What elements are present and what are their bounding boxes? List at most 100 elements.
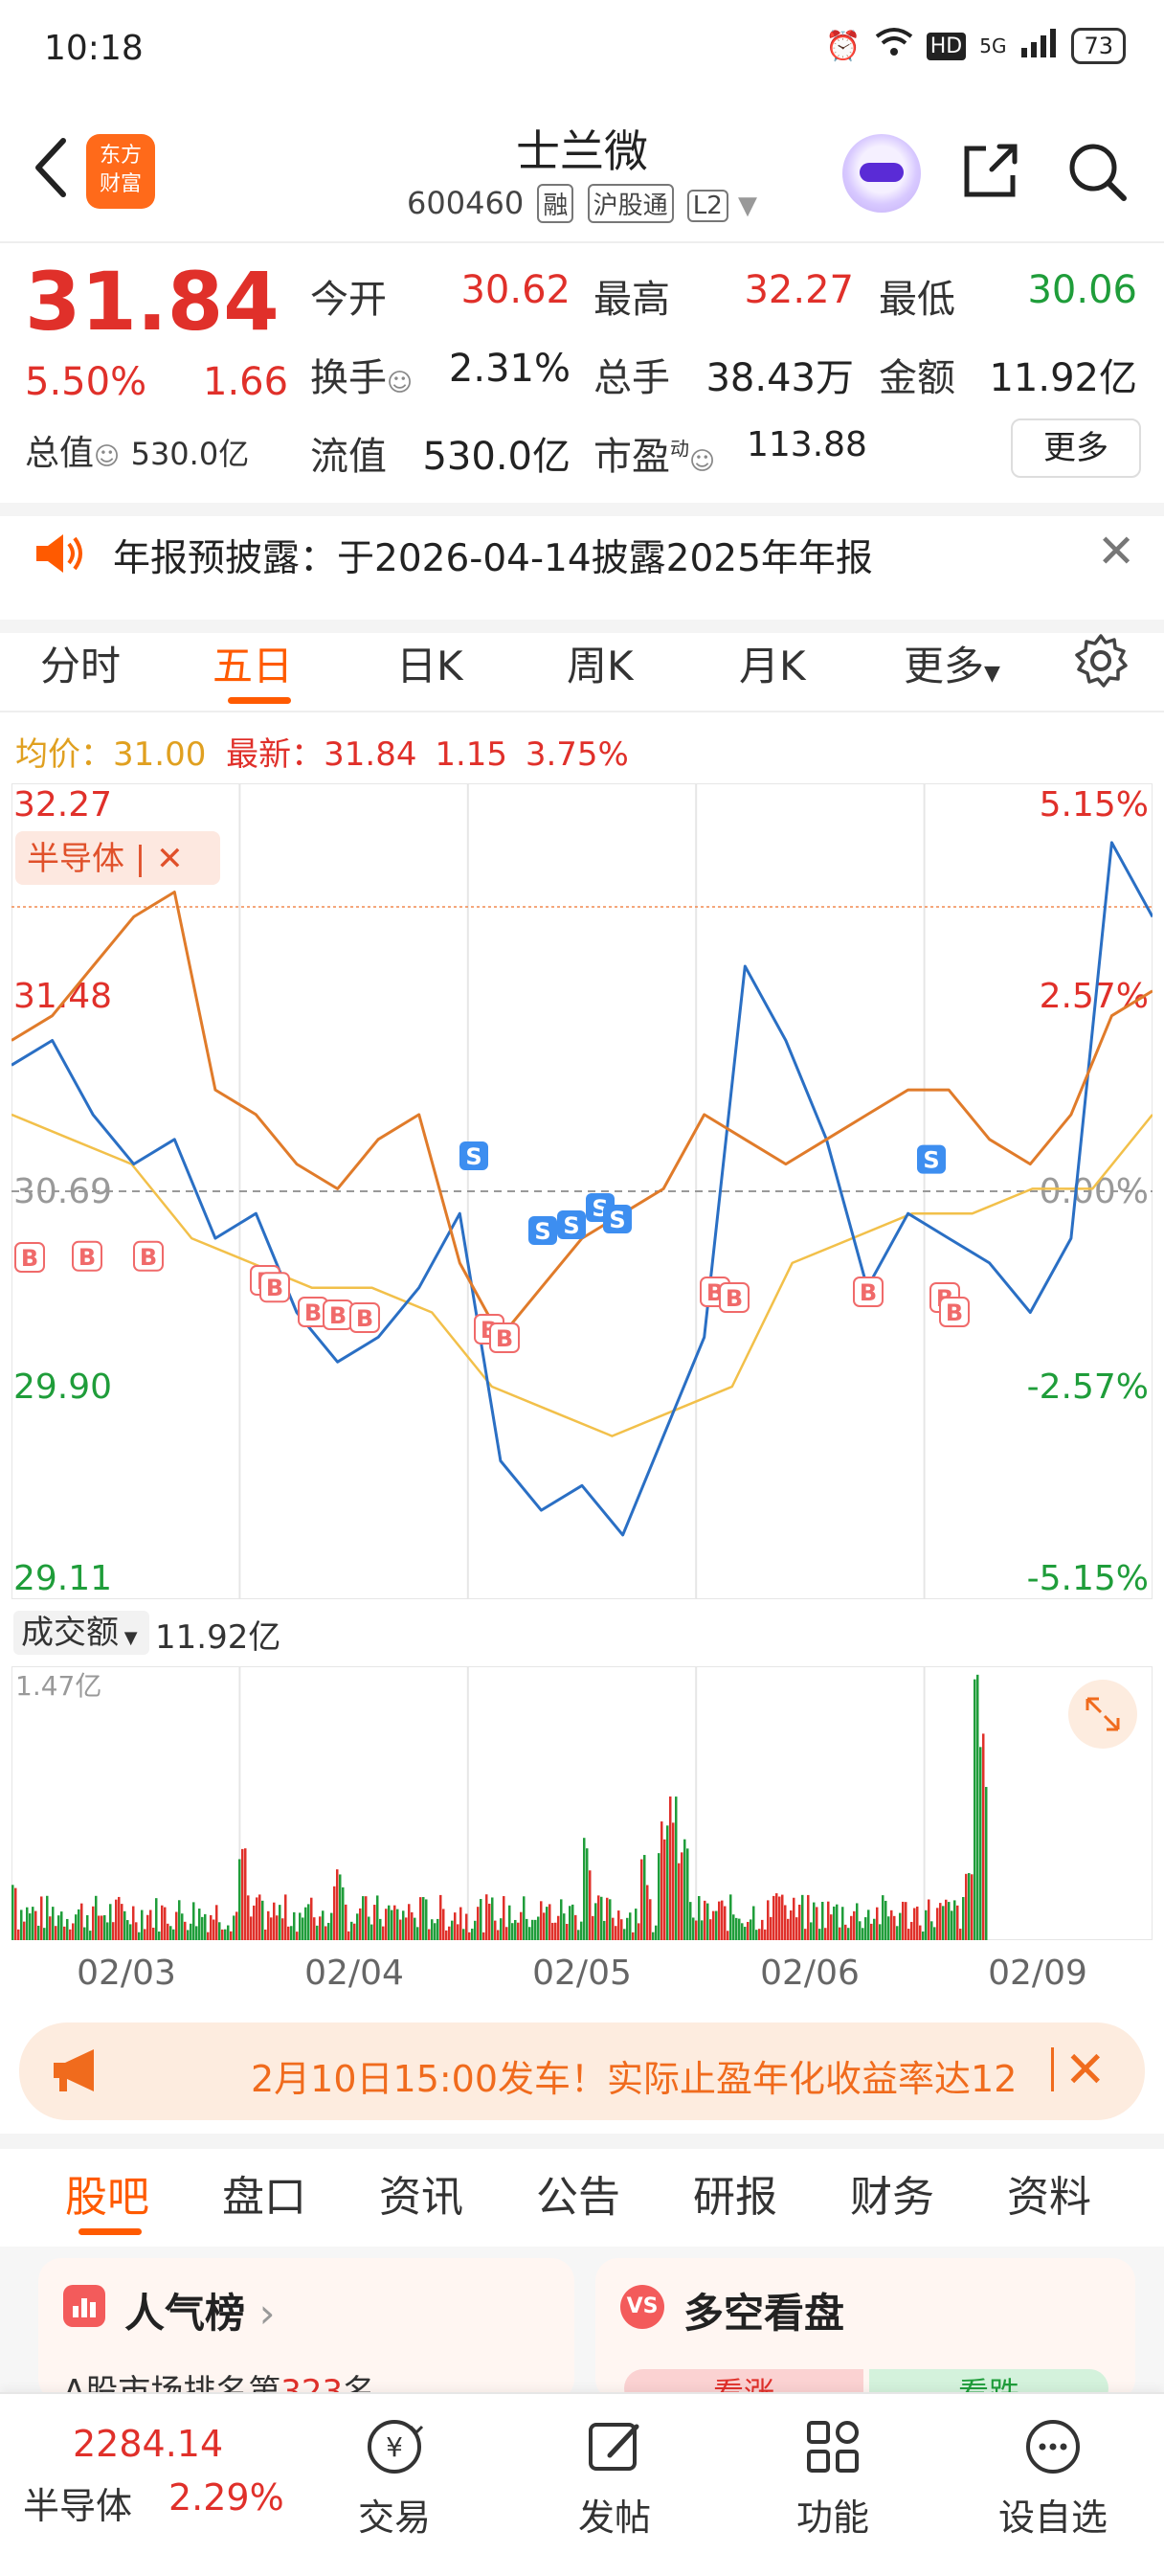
pe-label[interactable]: 市盈动☺: [593, 425, 715, 481]
tab-research[interactable]: 研报: [693, 2173, 777, 2222]
volume-bar: [302, 1917, 304, 1940]
volume-bar: [612, 1917, 615, 1940]
sell-marker: [459, 1141, 488, 1170]
volume-bar: [617, 1910, 620, 1940]
volume-bar: [603, 1920, 606, 1940]
volume-bar: [959, 1929, 962, 1940]
volume-bar: [350, 1921, 353, 1940]
share-icon[interactable]: [957, 137, 1024, 204]
turnover-label[interactable]: 换手☺: [310, 347, 413, 402]
tab-more[interactable]: 更多▼: [904, 634, 1000, 692]
volume-bar: [795, 1917, 798, 1940]
volume-bar: [580, 1921, 583, 1940]
chart-info-line: 均价：31.00 最新：31.84 1.15 3.75%: [15, 728, 629, 775]
volume-bar: [419, 1897, 422, 1940]
tab-five-day[interactable]: 五日: [213, 643, 294, 689]
ai-assistant-avatar[interactable]: [842, 134, 921, 213]
tab-profile[interactable]: 资料: [1007, 2173, 1091, 2222]
volume-bar: [293, 1911, 296, 1940]
volume-selector[interactable]: 成交额 ▼: [13, 1611, 149, 1655]
volume-bar: [373, 1905, 376, 1940]
volume-bar: [652, 1932, 655, 1940]
volume-chart[interactable]: 1.47亿: [11, 1666, 1153, 1940]
promo-banner[interactable]: [19, 2022, 1145, 2120]
search-icon[interactable]: [1063, 137, 1130, 204]
volume-bar: [215, 1905, 218, 1940]
volume-bar: [138, 1932, 141, 1940]
volume-bar: [428, 1929, 431, 1940]
popularity-card[interactable]: 人气榜 › A股市场排名第323名: [38, 2258, 574, 2411]
volume-bar: [589, 1870, 592, 1940]
date-tick: 02/06: [760, 1954, 860, 1993]
volume-bar: [132, 1906, 135, 1940]
sector-name[interactable]: 半导体: [23, 2485, 133, 2527]
volume-bar: [491, 1897, 494, 1940]
app-logo[interactable]: 东方 财富: [86, 134, 155, 209]
tab-announcements[interactable]: 公告: [536, 2173, 620, 2222]
nav-add-watchlist[interactable]: 设自选: [986, 2413, 1120, 2541]
buy-marker: [939, 1297, 970, 1327]
amount-label: 金额: [879, 356, 955, 400]
tab-financials[interactable]: 财务: [850, 2173, 934, 2222]
volume-bar: [712, 1910, 715, 1940]
tab-weekly-k[interactable]: 周K: [567, 643, 634, 689]
date-tick: 02/03: [77, 1954, 176, 1993]
tab-order-book[interactable]: 盘口: [222, 2173, 306, 2222]
close-icon[interactable]: ✕: [1064, 2042, 1107, 2099]
tab-forum[interactable]: 股吧: [65, 2173, 149, 2222]
volume-bar: [503, 1896, 505, 1940]
volume-bar: [141, 1909, 144, 1940]
low-value: 30.06: [1027, 268, 1137, 312]
volume-bar: [155, 1898, 158, 1940]
volume-bar: [276, 1915, 279, 1940]
volume-bar: [758, 1929, 761, 1940]
tab-daily-k[interactable]: 日K: [396, 643, 463, 689]
avg-label: 均价：: [15, 735, 113, 774]
volume-bar: [741, 1923, 744, 1940]
nav-post[interactable]: 发帖: [548, 2413, 682, 2541]
buy-marker-label: B: [496, 1325, 513, 1352]
vs-icon: VS: [620, 2285, 664, 2329]
buy-marker: [719, 1282, 750, 1313]
tab-news[interactable]: 资讯: [379, 2173, 463, 2222]
volume-bar: [683, 1839, 686, 1940]
nav-functions[interactable]: 功能: [766, 2413, 900, 2541]
sell-marker-label: S: [609, 1207, 625, 1233]
volume-bar: [17, 1929, 20, 1940]
volume-bar: [675, 1796, 678, 1940]
date-tick: 02/04: [304, 1954, 404, 1993]
back-button[interactable]: [23, 129, 80, 206]
volume-bar: [592, 1915, 594, 1940]
total-value[interactable]: 总值☺ 530.0亿: [25, 425, 249, 475]
float-value-label: 流值: [310, 435, 387, 479]
info-icon: ☺: [94, 442, 121, 471]
volume-bar: [379, 1918, 382, 1940]
gear-icon[interactable]: [1072, 632, 1130, 689]
volume-bar: [916, 1906, 919, 1940]
volume-bar: [666, 1825, 669, 1940]
notice-bar[interactable]: [0, 503, 1164, 633]
chevron-right-icon: ›: [258, 2290, 276, 2337]
close-icon[interactable]: ✕: [1097, 525, 1136, 578]
active-tab-indicator: [78, 2228, 142, 2235]
nav-trade[interactable]: ¥ 交易: [327, 2413, 461, 2541]
bull-bear-card[interactable]: VS 多空看盘 看涨 看跌: [595, 2258, 1135, 2407]
stock-code-row[interactable]: 600460 融 沪股通 L2 ▼: [0, 184, 1164, 223]
volume-bar: [968, 1872, 971, 1940]
volume-bar: [701, 1920, 704, 1940]
tab-monthly-k[interactable]: 月K: [739, 643, 806, 689]
five-day-price-chart[interactable]: 32.27 5.15%31.48 2.57%30.69 0.00%29.90 -2.57…: [11, 783, 1153, 1599]
volume-bar: [660, 1821, 663, 1940]
chart-tabs: [0, 615, 1164, 712]
volume-bar: [867, 1909, 870, 1940]
tab-intraday[interactable]: 分时: [40, 643, 122, 689]
buy-marker-label: B: [304, 1299, 322, 1326]
volume-bar: [411, 1911, 414, 1940]
svg-text:¥: ¥: [386, 2431, 403, 2463]
megaphone-icon: [48, 2044, 105, 2101]
sector-index-value[interactable]: 2284.14: [73, 2423, 224, 2465]
latest-value: 31.84: [324, 735, 417, 774]
volume-bar: [370, 1924, 373, 1940]
more-button[interactable]: 更多: [1011, 418, 1141, 478]
volume-bar: [66, 1918, 69, 1940]
